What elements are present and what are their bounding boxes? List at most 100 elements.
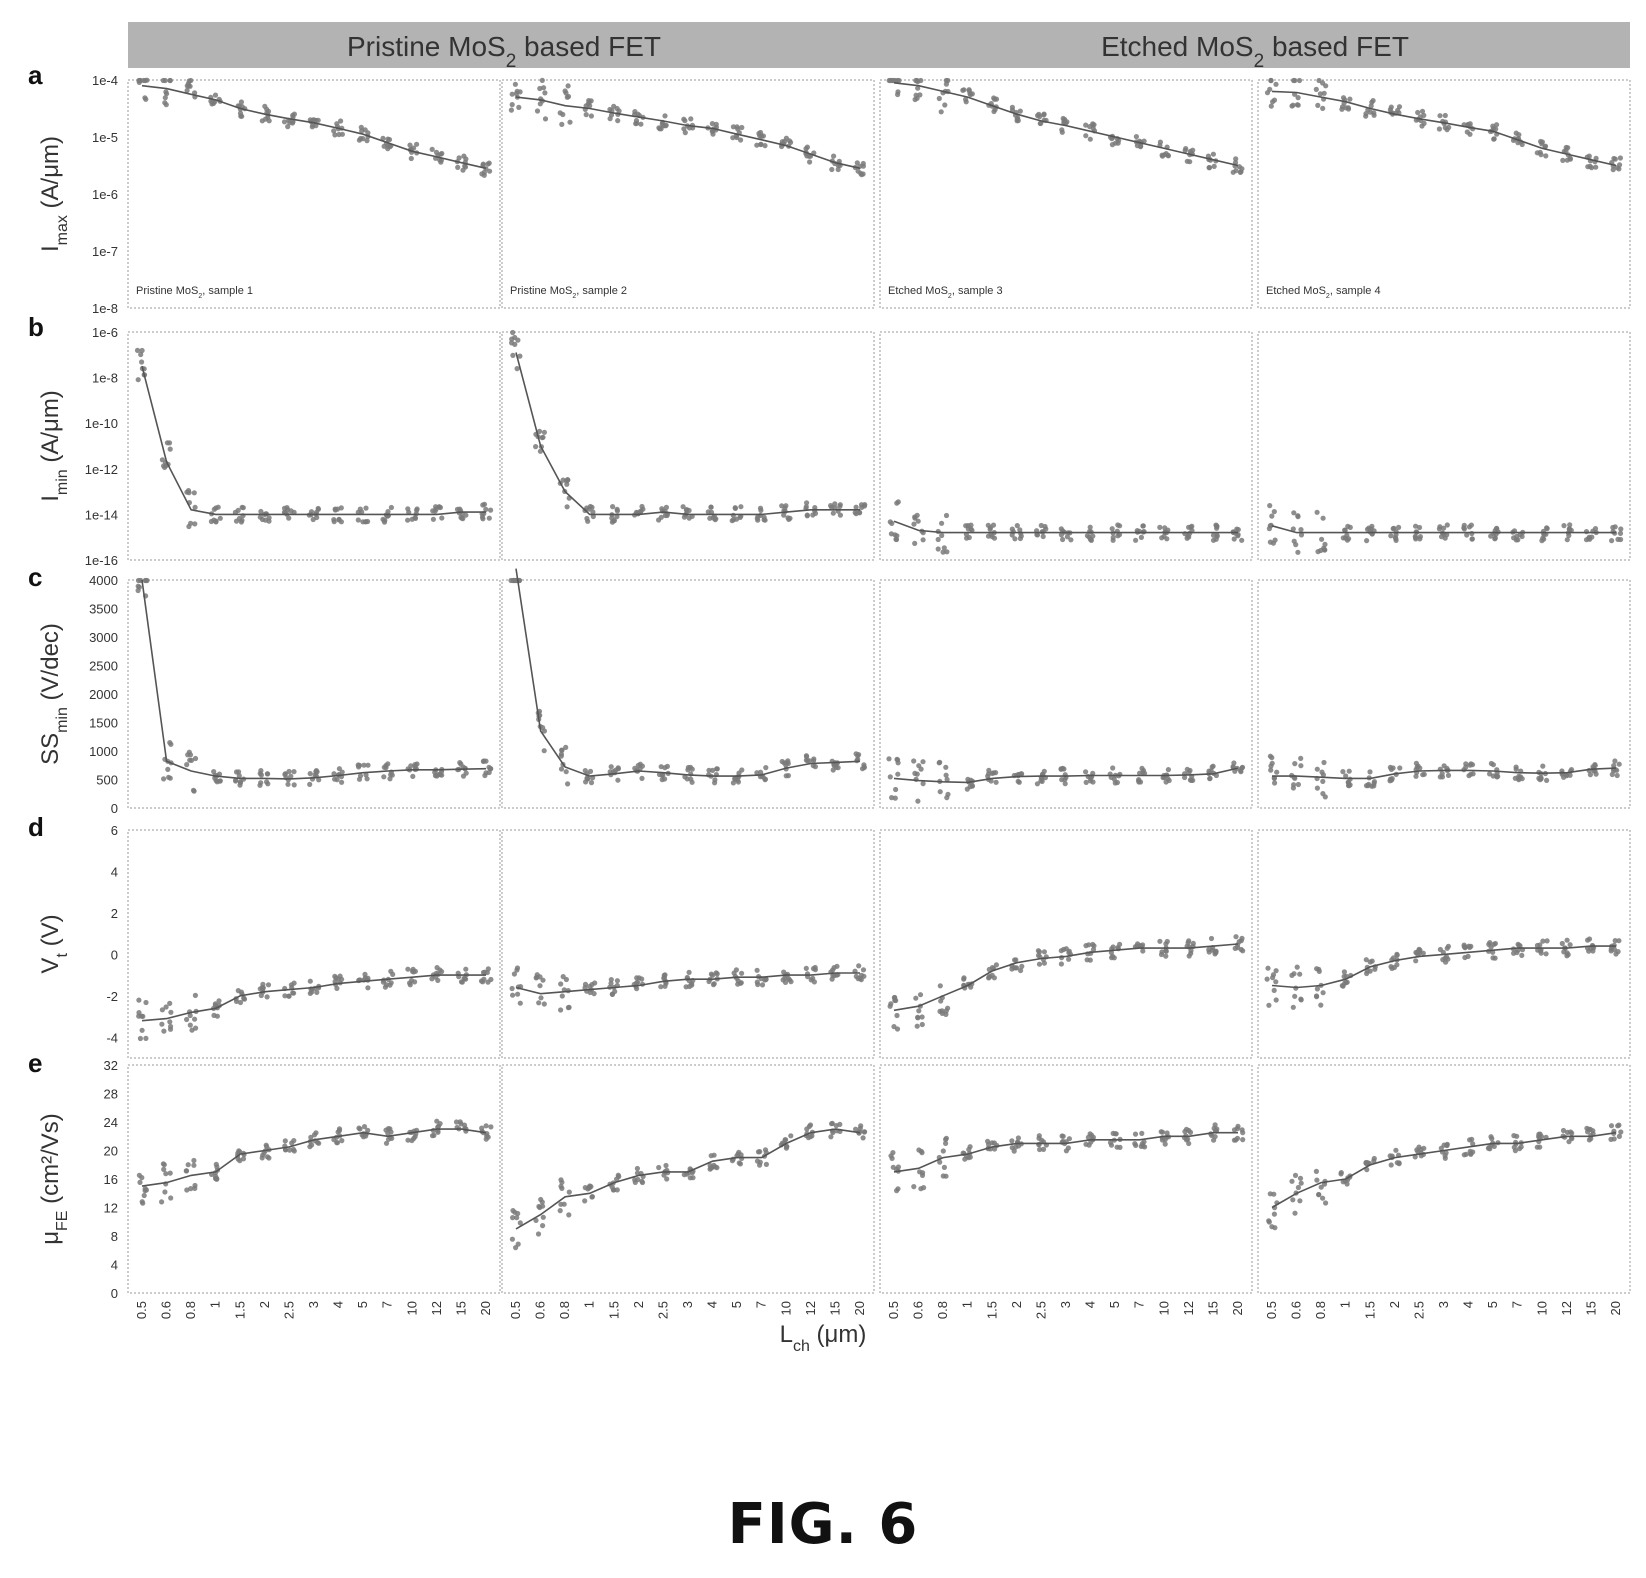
data-point (1034, 781, 1040, 787)
data-point (167, 77, 173, 84)
data-point (1421, 120, 1427, 126)
data-point (832, 501, 838, 507)
data-point (1133, 537, 1139, 543)
data-point (1268, 103, 1274, 109)
data-point (1617, 155, 1623, 161)
data-point (809, 1133, 815, 1139)
data-point (437, 967, 443, 973)
xtick-label: 4 (331, 1301, 346, 1308)
panel-Vt-sample-3 (879, 829, 1253, 1059)
data-point (316, 777, 322, 783)
data-point (536, 1203, 542, 1210)
data-point (1314, 966, 1320, 972)
data-point (656, 1164, 662, 1171)
data-point (1090, 125, 1096, 131)
data-point (615, 118, 621, 124)
data-point (964, 786, 970, 792)
data-point (241, 995, 247, 1002)
data-point (1322, 547, 1328, 553)
data-point (969, 91, 975, 97)
data-point (1214, 532, 1220, 538)
data-point (786, 516, 792, 523)
data-point (895, 1186, 901, 1192)
data-point (943, 764, 949, 770)
data-point (1164, 938, 1170, 945)
data-point (217, 515, 223, 521)
data-point (509, 102, 515, 108)
data-point (1234, 1126, 1240, 1132)
data-point (1513, 764, 1519, 770)
data-point (858, 972, 865, 978)
data-point (1184, 766, 1190, 773)
data-point (1314, 986, 1320, 992)
data-point (783, 1137, 789, 1143)
data-point (308, 1134, 314, 1140)
data-point (1610, 524, 1616, 531)
data-point (457, 1119, 463, 1125)
ylabel-SSmin: SSmin (V/dec) (37, 623, 71, 765)
data-point (460, 516, 466, 522)
data-point (828, 1134, 834, 1140)
data-point (356, 776, 363, 782)
data-point (585, 1186, 591, 1192)
data-point (1370, 98, 1376, 104)
data-point (965, 1155, 972, 1161)
xtick-label: 12 (803, 1301, 818, 1315)
data-point (830, 767, 836, 773)
data-point (168, 1009, 174, 1015)
ytick-label-SSmin: 3500 (89, 602, 118, 617)
data-point (439, 772, 445, 778)
data-point (1608, 1123, 1615, 1129)
data-point (140, 1200, 146, 1206)
panel-frame (501, 331, 875, 561)
data-point (911, 758, 917, 764)
data-point (1543, 951, 1549, 957)
data-point (186, 523, 192, 530)
group-header-bg (880, 22, 1630, 68)
data-point (1066, 1136, 1072, 1142)
data-point (1083, 1141, 1089, 1147)
data-point (1616, 1133, 1622, 1139)
panel-Vt-sample-2 (501, 829, 875, 1059)
data-point (1564, 937, 1570, 943)
data-point (920, 759, 926, 765)
data-point (1142, 770, 1148, 776)
data-point (1040, 533, 1046, 540)
data-point (387, 982, 393, 988)
median-trend-line (1272, 767, 1617, 780)
data-point (538, 995, 544, 1001)
data-point (1036, 1133, 1042, 1139)
data-point (853, 504, 859, 510)
data-point (662, 512, 669, 519)
data-point (439, 515, 445, 521)
ytick-label-SSmin: 3000 (89, 630, 118, 645)
data-point (662, 972, 668, 978)
data-point (607, 116, 613, 122)
data-point (516, 104, 522, 110)
data-point (307, 978, 313, 984)
data-point (1343, 773, 1349, 779)
ytick-label-Imin: 1e-8 (92, 371, 118, 386)
data-point (1443, 1150, 1449, 1156)
data-point (482, 969, 488, 975)
data-point (565, 93, 572, 100)
data-point (260, 986, 266, 992)
data-point (1493, 126, 1499, 132)
data-point (1214, 525, 1220, 531)
data-point (436, 504, 442, 510)
data-point (1163, 953, 1169, 959)
data-point (1062, 781, 1068, 787)
data-point (915, 1015, 921, 1021)
data-point (732, 505, 738, 511)
ylabel-Vt: Vt (V) (37, 914, 71, 973)
data-point (1444, 945, 1450, 951)
data-point (309, 124, 315, 130)
xtick-label: 12 (429, 1301, 444, 1315)
data-point (192, 504, 198, 510)
data-point (713, 121, 719, 127)
data-point (1159, 153, 1166, 159)
data-point (307, 771, 313, 777)
data-point (1464, 532, 1470, 538)
data-point (961, 87, 967, 93)
ylabel-Imax: Imax (A/μm) (37, 136, 71, 252)
